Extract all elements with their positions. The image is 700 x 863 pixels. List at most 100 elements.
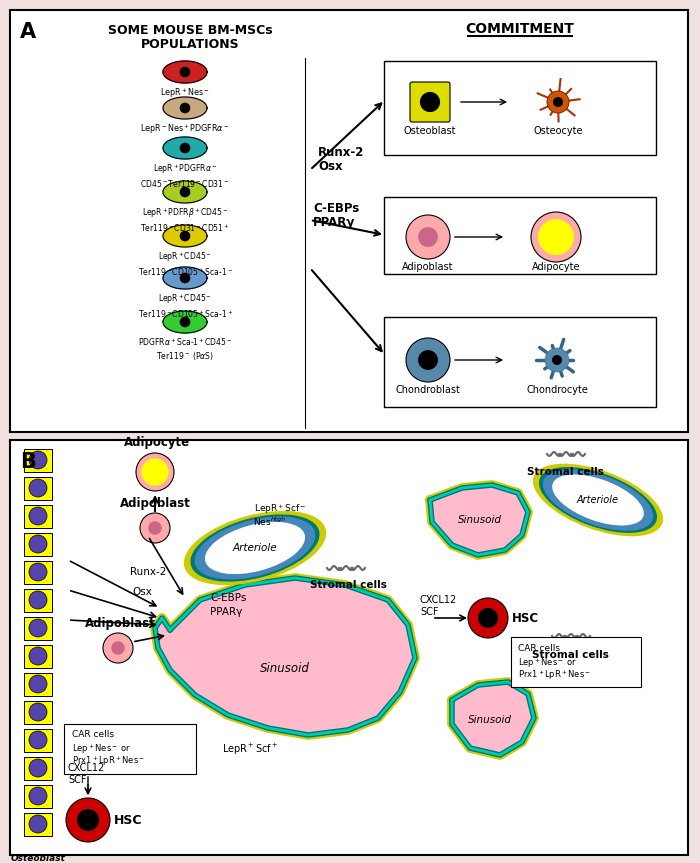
Ellipse shape [542,469,653,531]
Circle shape [29,731,47,749]
Text: LepR$^+$CD45$^-$
Ter119$^-$CD105$^+$Sca-1$^+$: LepR$^+$CD45$^-$ Ter119$^-$CD105$^+$Sca-… [137,292,232,320]
Circle shape [538,219,574,255]
Polygon shape [163,97,207,119]
Text: Adipoblast: Adipoblast [85,617,155,630]
Polygon shape [163,181,207,203]
Circle shape [181,231,190,241]
Circle shape [29,787,47,805]
Polygon shape [430,485,528,555]
Circle shape [478,608,498,628]
Ellipse shape [533,463,663,536]
Text: CXCL12: CXCL12 [68,763,105,773]
Text: PPARγ: PPARγ [210,607,242,617]
FancyBboxPatch shape [10,440,688,855]
FancyBboxPatch shape [24,617,52,640]
Text: C-EBPs: C-EBPs [313,201,359,215]
FancyBboxPatch shape [384,61,656,155]
Circle shape [181,104,190,112]
FancyBboxPatch shape [24,449,52,472]
Text: Osteocyte: Osteocyte [533,126,582,136]
Circle shape [531,212,581,262]
Text: Stromal cells: Stromal cells [309,580,386,590]
Text: Prx1$^+$LpR$^+$Nes$^-$: Prx1$^+$LpR$^+$Nes$^-$ [518,668,591,682]
Text: PDGFR$\alpha^+$Sca-1$^+$CD45$^-$
Ter119$^-$ (P$\alpha$S): PDGFR$\alpha^+$Sca-1$^+$CD45$^-$ Ter119$… [138,336,232,362]
FancyBboxPatch shape [24,673,52,696]
Text: Osx: Osx [132,587,152,597]
Circle shape [181,67,190,77]
Circle shape [181,143,190,153]
Text: Chondroblast: Chondroblast [395,385,461,395]
Text: Osteoblast: Osteoblast [10,854,65,863]
Text: HSC: HSC [114,814,143,827]
Text: Prx1$^+$LpR$^+$Nes$^-$: Prx1$^+$LpR$^+$Nes$^-$ [72,754,145,768]
Circle shape [545,348,569,372]
Text: COMMITMENT: COMMITMENT [466,22,575,36]
Text: LepR$^+$Scf$^+$: LepR$^+$Scf$^+$ [222,742,278,757]
Text: Osteoblast: Osteoblast [404,126,456,136]
FancyBboxPatch shape [10,10,688,432]
Circle shape [468,598,508,638]
Circle shape [111,641,125,655]
Circle shape [418,350,438,370]
Circle shape [553,97,563,107]
Text: Runx-2: Runx-2 [130,567,167,577]
FancyBboxPatch shape [384,317,656,407]
Circle shape [29,535,47,553]
Text: SOME MOUSE BM-MSCs: SOME MOUSE BM-MSCs [108,24,272,37]
Text: Osx: Osx [318,160,342,173]
Text: Stromal cells: Stromal cells [526,467,603,477]
Text: LepR$^+$PDFR$\beta^+$CD45$^-$
Ter119$^-$CD31$^-$CD51$^+$: LepR$^+$PDFR$\beta^+$CD45$^-$ Ter119$^-$… [140,206,230,235]
Text: SCF: SCF [420,607,438,617]
Circle shape [29,451,47,469]
Text: PPARγ: PPARγ [313,216,355,229]
Circle shape [420,92,440,112]
Text: LepR$^-$Nes$^+$PDGFR$\alpha^-$: LepR$^-$Nes$^+$PDGFR$\alpha^-$ [140,122,230,135]
Text: Chondrocyte: Chondrocyte [526,385,588,395]
Circle shape [103,633,133,663]
Circle shape [29,647,47,665]
Circle shape [406,215,450,259]
FancyBboxPatch shape [410,82,450,122]
Text: HSC: HSC [512,612,539,625]
Polygon shape [163,61,207,83]
Text: SCF: SCF [68,775,87,785]
Text: Adipoblast: Adipoblast [402,262,454,272]
FancyBboxPatch shape [384,197,656,274]
Text: Nes$^{High}$: Nes$^{High}$ [253,515,286,528]
Circle shape [29,507,47,525]
FancyBboxPatch shape [24,477,52,500]
Circle shape [77,809,99,831]
FancyBboxPatch shape [24,785,52,808]
Text: B: B [20,452,36,472]
Text: Sinusoid: Sinusoid [458,515,502,525]
Circle shape [29,759,47,777]
Circle shape [29,619,47,637]
FancyBboxPatch shape [24,757,52,780]
Text: Arteriole: Arteriole [232,543,277,553]
Circle shape [552,355,562,365]
Circle shape [29,563,47,581]
FancyBboxPatch shape [24,729,52,752]
Text: CAR cells: CAR cells [518,644,560,653]
Circle shape [181,318,190,326]
Polygon shape [155,578,415,735]
Text: Adipoblast: Adipoblast [120,497,190,510]
Polygon shape [163,137,207,159]
Ellipse shape [539,467,657,532]
FancyBboxPatch shape [64,724,196,774]
Circle shape [29,815,47,833]
Ellipse shape [552,475,644,526]
Text: Stromal cells: Stromal cells [531,650,608,660]
Text: LepR$^+$Scf$^-$: LepR$^+$Scf$^-$ [254,502,306,516]
FancyBboxPatch shape [24,589,52,612]
Text: CXCL12: CXCL12 [420,595,457,605]
Circle shape [66,798,110,842]
Text: LepR$^+$CD45$^-$
Ter119$^-$CD105$^+$Sca-1$^-$: LepR$^+$CD45$^-$ Ter119$^-$CD105$^+$Sca-… [137,250,232,278]
FancyBboxPatch shape [24,701,52,724]
Circle shape [141,458,169,486]
Circle shape [181,274,190,282]
Circle shape [547,91,569,113]
Text: Sinusoid: Sinusoid [468,715,512,725]
Circle shape [29,591,47,609]
Ellipse shape [205,522,305,574]
